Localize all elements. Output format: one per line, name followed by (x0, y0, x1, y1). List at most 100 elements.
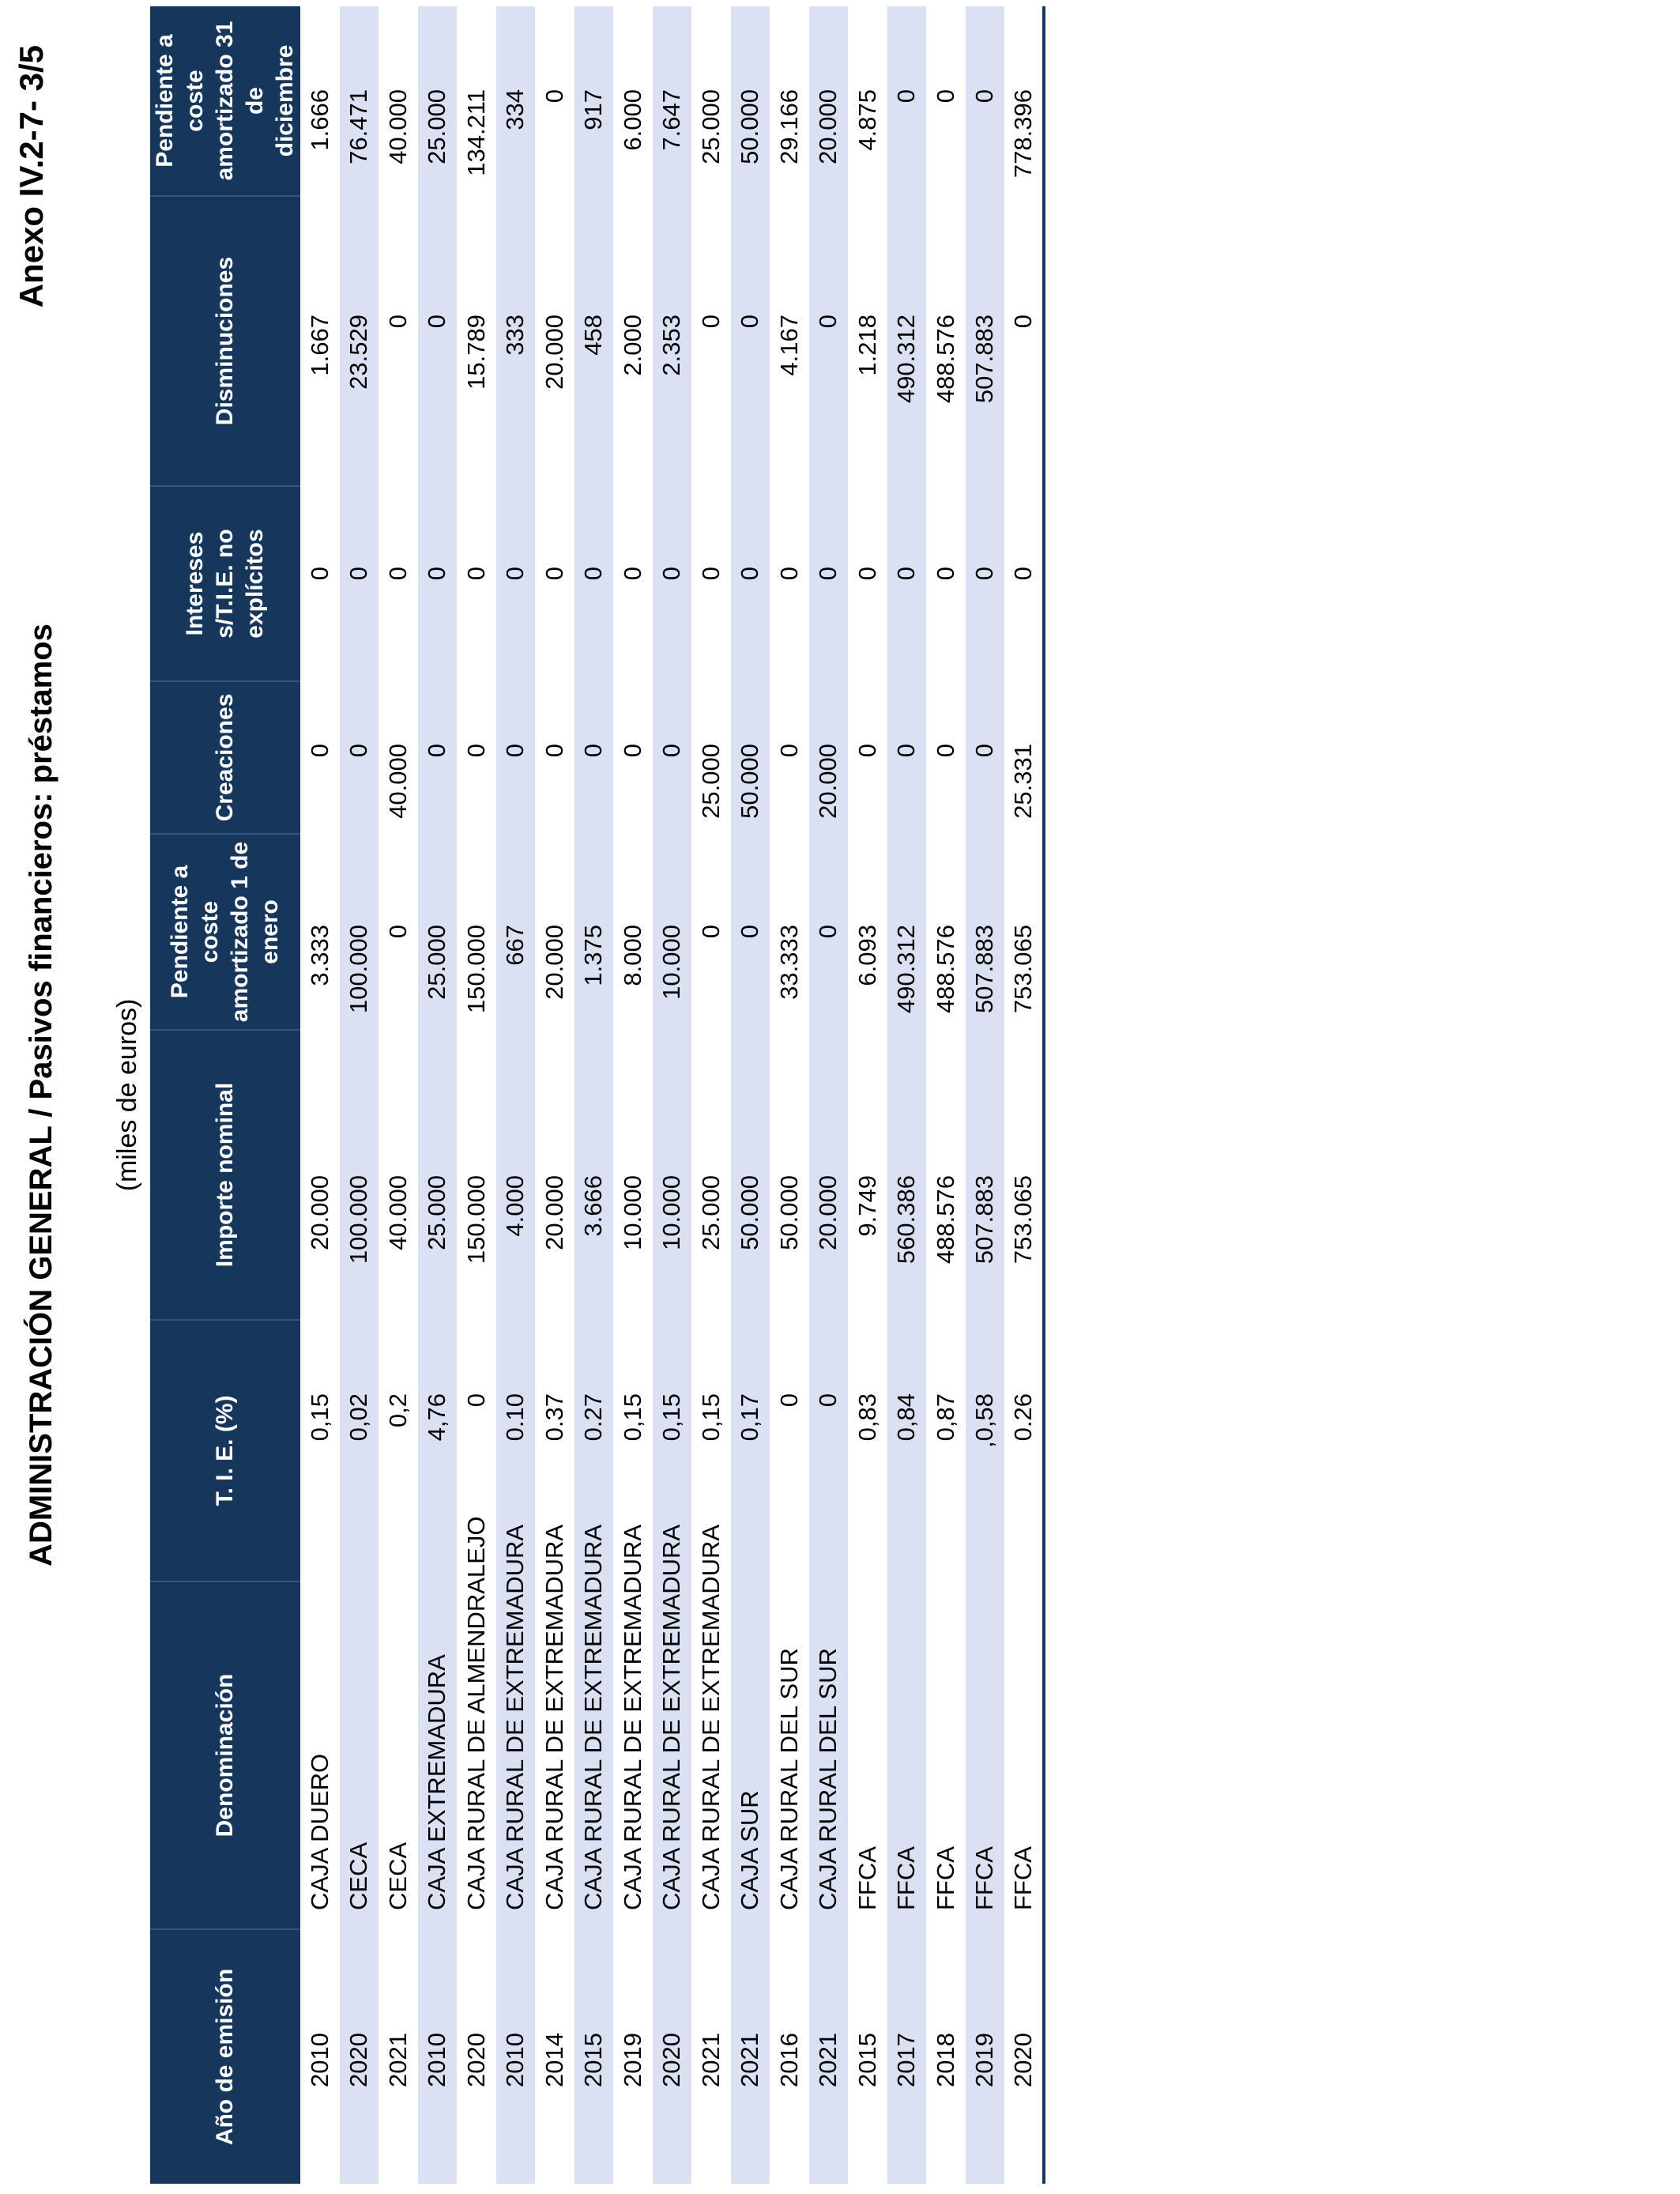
table-cell: CAJA RURAL DE EXTREMADURA (618, 1524, 646, 1910)
table-row: 2021 CAJA RURAL DE EXTREMADURA 0,15 25.000 0… (691, 6, 731, 2184)
table-cell: 100.000 (345, 1175, 373, 1265)
table-cell: 3.666 (579, 1175, 608, 1237)
table-cell: 50.000 (736, 744, 764, 819)
table-cell: FFCA (853, 1846, 881, 1910)
table-cell: 0 (423, 315, 451, 329)
table-cell: 0 (736, 567, 764, 581)
table-cell: FFCA (892, 1846, 921, 1910)
column-header: Pendiente a coste amortizado 31 de dicie… (150, 6, 300, 196)
table-row: 2015 CAJA RURAL DE EXTREMADURA 0.27 3.666 1.… (574, 6, 613, 2184)
table-row: 2015 FFCA 0,83 9.749 6.093 0 0 1.218 4.875 (848, 6, 887, 2184)
table-cell: 15.789 (461, 315, 490, 390)
table-cell: CAJA RURAL DE EXTREMADURA (657, 1524, 686, 1910)
table-cell: 0,84 (892, 1393, 921, 1442)
table-cell: 333 (501, 315, 529, 356)
table-cell: CAJA RURAL DE EXTREMADURA (579, 1524, 608, 1910)
table-cell: 2.000 (618, 315, 646, 376)
table-row: 2020 CAJA RURAL DE EXTREMADURA 0,15 10.000 1… (652, 6, 691, 2184)
table-cell: 2020 (345, 2033, 373, 2087)
table-cell: 0 (618, 744, 646, 758)
table-cell: 50.000 (774, 1175, 803, 1250)
table-cell: 0 (736, 925, 764, 939)
table-cell: 29.166 (774, 89, 803, 164)
table-cell: 0 (931, 89, 959, 104)
table-cell: 0 (540, 744, 568, 758)
table-cell: 50.000 (736, 89, 764, 164)
table-cell: 40.000 (383, 744, 412, 819)
table-row: 2010 CAJA DUERO 0,15 20.000 3.333 0 0 1.667 1.66… (300, 6, 340, 2184)
table-cell: FFCA (931, 1846, 959, 1910)
table-cell: CAJA RURAL DE EXTREMADURA (501, 1524, 529, 1910)
table-cell: FFCA (1004, 1581, 1044, 1929)
table-cell: 0 (970, 567, 999, 581)
column-header: Pendiente a coste amortizado 1 de enero (150, 834, 300, 1030)
table-cell: 20.000 (814, 1175, 842, 1250)
table-cell: 4,76 (423, 1393, 451, 1442)
table-cell: 0 (931, 567, 959, 581)
header-row: Año de emisión Denominación T. I. E. (%) Im… (150, 6, 300, 2184)
table-cell: 0 (774, 1393, 803, 1408)
table-cell: 33.333 (774, 925, 803, 1000)
table-cell: 25.000 (423, 89, 451, 164)
table-cell: 0 (736, 315, 764, 329)
table-cell: 2021 (736, 2033, 764, 2087)
table-cell: CECA (383, 1842, 412, 1910)
table-cell: 2.353 (657, 315, 686, 376)
table-cell: 0 (1004, 486, 1044, 681)
table-cell: 2019 (618, 2033, 646, 2087)
table-cell: 334 (501, 89, 529, 130)
table-cell: 20.000 (540, 315, 568, 390)
table-cell: 0 (657, 744, 686, 758)
table-cell: 753.065 (1004, 834, 1044, 1030)
table-cell: 488.576 (931, 315, 959, 404)
table-cell: 10.000 (657, 1175, 686, 1250)
table-cell: CECA (345, 1842, 373, 1910)
table-cell: 490.312 (892, 315, 921, 404)
table-cell: 0 (853, 567, 881, 581)
table-cell: 40.000 (383, 1175, 412, 1250)
table-cell: 20.000 (540, 1175, 568, 1250)
table-cell: 0 (696, 567, 725, 581)
table-cell: 0 (383, 925, 412, 939)
table-cell: 0 (774, 744, 803, 758)
table-cell: 0 (814, 1393, 842, 1408)
table-cell: 50.000 (736, 1175, 764, 1250)
table-cell: 778.396 (1004, 6, 1044, 196)
table-cell: 0,15 (305, 1393, 333, 1442)
table-cell: 0,02 (345, 1393, 373, 1442)
table-row: 2010 CAJA RURAL DE EXTREMADURA 0.10 4.000 66… (495, 6, 535, 2184)
table-cell: 150.000 (461, 1175, 490, 1265)
table-body: 2010 CAJA DUERO 0,15 20.000 3.333 0 0 1.667 1.66… (300, 6, 1044, 2184)
table-cell: 10.000 (618, 1175, 646, 1250)
table-row: 2021 CECA 0,2 40.000 0 40.000 0 0 40.000 (379, 6, 418, 2184)
table-cell: 1.666 (305, 89, 333, 151)
table-cell: 0 (970, 744, 999, 758)
table-cell: 0 (696, 925, 725, 939)
table-row: 2010 CAJA EXTREMADURA 4,76 25.000 25.000 0 0 0 2… (417, 6, 457, 2184)
table-cell: 0 (579, 744, 608, 758)
table-row: 2017 FFCA 0,84 560.386 490.312 0 0 490.312 0 (887, 6, 926, 2184)
table-cell: 0 (814, 567, 842, 581)
table-cell: 507.883 (970, 1175, 999, 1265)
table-cell: 2020 (461, 2033, 490, 2087)
table-row: 2020 CAJA RURAL DE ALMENDRALEJO 0 150.000 15… (457, 6, 496, 2184)
table-cell: 1.218 (853, 315, 881, 376)
table-cell: 1.375 (579, 925, 608, 986)
table-cell: 753.065 (1004, 1030, 1044, 1320)
table-cell: 667 (501, 925, 529, 966)
table-cell: 134.211 (461, 89, 490, 176)
table-cell: CAJA SUR (736, 1790, 764, 1910)
table-cell: 4.875 (853, 89, 881, 151)
table-cell: 2016 (774, 2033, 803, 2087)
table-cell: 9.749 (853, 1175, 881, 1237)
table-row: 2018 FFCA 0,87 488.576 488.576 0 0 488.576 0 (926, 6, 966, 2184)
unit-note: (miles de euros) (112, 998, 142, 1192)
table-cell: 0 (892, 567, 921, 581)
loans-table: Año de emisión Denominación T. I. E. (%) Im… (150, 6, 1045, 2184)
column-header: Año de emisión (150, 1929, 300, 2184)
table-cell: CAJA DUERO (305, 1753, 333, 1910)
table-cell: 0 (696, 315, 725, 329)
table-cell: 6.000 (618, 89, 646, 151)
table-cell: 458 (579, 315, 608, 356)
table-row: 2021 CAJA RURAL DEL SUR 0 20.000 0 20.000 0 0 20… (808, 6, 848, 2184)
